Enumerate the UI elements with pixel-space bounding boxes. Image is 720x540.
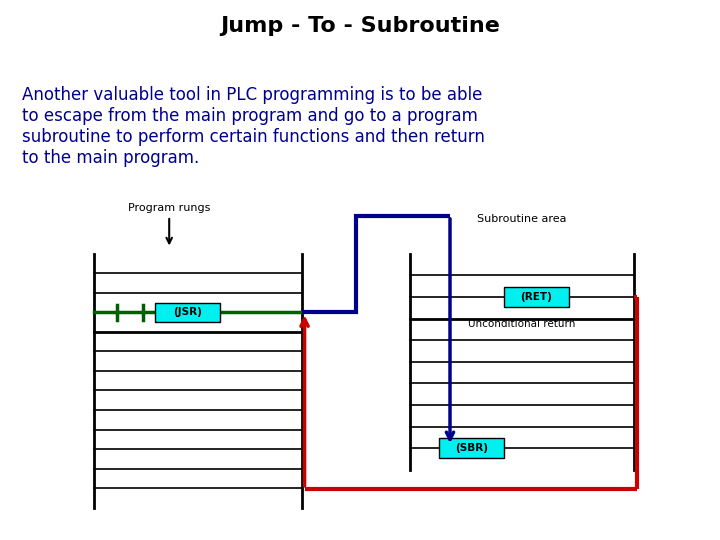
Text: Unconditional return: Unconditional return	[468, 319, 576, 329]
FancyBboxPatch shape	[155, 302, 220, 322]
Text: Jump - To - Subroutine: Jump - To - Subroutine	[220, 16, 500, 36]
Text: Another valuable tool in PLC programming is to be able
to escape from the main p: Another valuable tool in PLC programming…	[22, 86, 485, 167]
FancyBboxPatch shape	[439, 438, 504, 458]
Text: (JSR): (JSR)	[173, 307, 202, 318]
Text: (RET): (RET)	[521, 292, 552, 302]
FancyBboxPatch shape	[504, 287, 569, 307]
Text: Subroutine area: Subroutine area	[477, 214, 567, 224]
Text: Program rungs: Program rungs	[128, 203, 210, 213]
Text: (SBR): (SBR)	[455, 443, 488, 453]
